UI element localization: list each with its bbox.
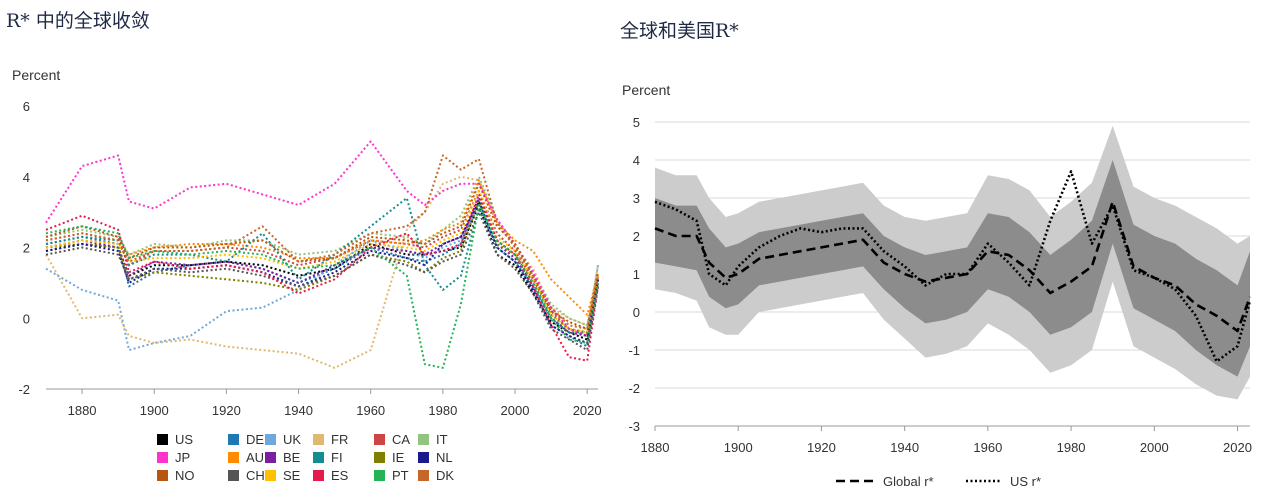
left-series-line-dk xyxy=(45,154,599,330)
legend-label-de: DE xyxy=(246,432,264,447)
legend-label-be: BE xyxy=(283,450,301,465)
legend-swatch-fr xyxy=(313,434,324,445)
right-chart-title: 全球和美国R* xyxy=(620,20,739,42)
legend-swatch-de xyxy=(228,434,239,445)
legend-swatch-us xyxy=(157,434,168,445)
legend-swatch-it xyxy=(418,434,429,445)
right-x-tick-label: 1920 xyxy=(807,440,836,455)
left-series-line-nl xyxy=(45,200,599,344)
left-series-line-jp xyxy=(45,140,599,337)
right-y-tick-label: -1 xyxy=(628,343,640,358)
right-x-tick-label: 2000 xyxy=(1140,440,1169,455)
right-x-tick-label: 1960 xyxy=(973,440,1002,455)
right-confidence-band-inner xyxy=(655,160,1250,377)
right-y-tick-label: -2 xyxy=(628,381,640,396)
legend-swatch-no xyxy=(157,470,168,481)
legend-label-dk: DK xyxy=(436,468,454,483)
left-chart-title: R* 中的全球收敛 xyxy=(6,10,150,32)
left-y-tick-label: 2 xyxy=(23,241,30,256)
right-x-tick-label: 1880 xyxy=(641,440,670,455)
right-y-tick-label: -3 xyxy=(628,419,640,434)
left-x-tick-label: 1980 xyxy=(428,403,457,418)
right-x-tick-label: 1980 xyxy=(1057,440,1086,455)
legend-swatch-ie xyxy=(374,452,385,463)
left-x-tick-label: 2020 xyxy=(573,403,602,418)
left-y-tick-label: 0 xyxy=(23,311,30,326)
left-x-tick-label: 1880 xyxy=(68,403,97,418)
legend-swatch-uk xyxy=(265,434,276,445)
left-x-tick-label: 1940 xyxy=(284,403,313,418)
right-y-axis-title: Percent xyxy=(622,82,671,98)
legend-label-nl: NL xyxy=(436,450,453,465)
legend-label-fr: FR xyxy=(331,432,348,447)
left-y-tick-label: -2 xyxy=(18,382,30,397)
legend-swatch-es xyxy=(313,470,324,481)
legend-swatch-pt xyxy=(374,470,385,481)
legend-swatch-ca xyxy=(374,434,385,445)
left-series-line-no xyxy=(45,182,599,330)
legend-label-uk: UK xyxy=(283,432,301,447)
left-y-tick-label: 4 xyxy=(23,170,30,185)
legend-label-ie: IE xyxy=(392,450,405,465)
legend-label-no: NO xyxy=(175,468,195,483)
right-y-tick-label: 0 xyxy=(633,305,640,320)
legend-label-au: AU xyxy=(246,450,264,465)
legend-label-global-r: Global r* xyxy=(883,474,934,489)
right-y-tick-label: 5 xyxy=(633,115,640,130)
legend-swatch-nl xyxy=(418,452,429,463)
legend-label-pt: PT xyxy=(392,468,409,483)
legend-swatch-au xyxy=(228,452,239,463)
right-x-tick-label: 2020 xyxy=(1223,440,1252,455)
legend-swatch-dk xyxy=(418,470,429,481)
legend-label-us-r: US r* xyxy=(1010,474,1041,489)
left-x-tick-label: 1920 xyxy=(212,403,241,418)
left-series-line-ch xyxy=(45,211,599,352)
left-x-tick-label: 1900 xyxy=(140,403,169,418)
left-y-tick-label: 6 xyxy=(23,99,30,114)
legend-label-us: US xyxy=(175,432,193,447)
legend-swatch-be xyxy=(265,452,276,463)
legend-label-jp: JP xyxy=(175,450,190,465)
legend-label-it: IT xyxy=(436,432,448,447)
left-x-tick-label: 1960 xyxy=(356,403,385,418)
legend-swatch-fi xyxy=(313,452,324,463)
right-y-tick-label: 3 xyxy=(633,191,640,206)
left-series-line-de xyxy=(45,200,599,348)
left-series-line-fi xyxy=(45,197,599,334)
legend-label-ch: CH xyxy=(246,468,265,483)
right-y-tick-label: 2 xyxy=(633,229,640,244)
left-y-axis-title: Percent xyxy=(12,67,61,83)
right-y-tick-label: 4 xyxy=(633,153,640,168)
right-series-line-global-r xyxy=(654,200,1252,333)
legend-label-ca: CA xyxy=(392,432,410,447)
right-y-tick-label: 1 xyxy=(633,267,640,282)
legend-label-fi: FI xyxy=(331,450,343,465)
left-series-line-us xyxy=(45,204,599,341)
legend-swatch-jp xyxy=(157,452,168,463)
left-x-tick-label: 2000 xyxy=(501,403,530,418)
right-x-tick-label: 1940 xyxy=(890,440,919,455)
left-series-line-au xyxy=(45,179,599,316)
left-series-line-fr xyxy=(45,175,599,369)
legend-swatch-se xyxy=(265,470,276,481)
legend-swatch-ch xyxy=(228,470,239,481)
left-series-line-pt xyxy=(45,204,599,369)
left-series-line-se xyxy=(45,189,599,334)
left-series-line-be xyxy=(45,197,599,337)
right-x-tick-label: 1900 xyxy=(724,440,753,455)
legend-label-es: ES xyxy=(331,468,349,483)
legend-label-se: SE xyxy=(283,468,301,483)
left-series-line-ca xyxy=(45,189,599,337)
left-series-line-es xyxy=(45,193,599,362)
